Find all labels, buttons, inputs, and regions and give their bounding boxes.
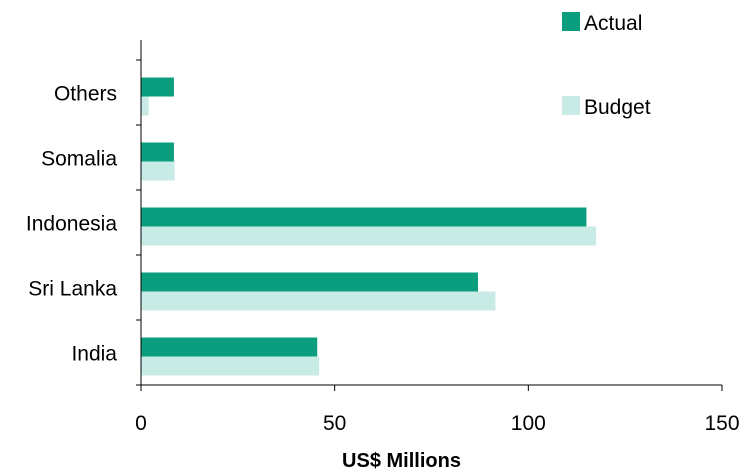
category-label-sri-lanka: Sri Lanka: [28, 278, 117, 301]
bar-actual-indonesia: [141, 207, 587, 227]
category-label-somalia: Somalia: [41, 148, 117, 171]
bar-actual-somalia: [141, 142, 174, 162]
category-label-india: India: [71, 343, 117, 366]
legend-label-budget: Budget: [584, 96, 651, 119]
x-tick-label-100: 100: [511, 412, 546, 435]
bar-budget-somalia: [141, 161, 175, 181]
x-tick-label-50: 50: [323, 412, 346, 435]
category-label-indonesia: Indonesia: [26, 213, 117, 236]
bar-actual-india: [141, 337, 318, 357]
bar-budget-india: [141, 356, 320, 376]
category-label-others: Others: [54, 83, 117, 106]
bar-budget-indonesia: [141, 226, 597, 246]
x-tick-label-0: 0: [135, 412, 147, 435]
bar-budget-others: [141, 96, 149, 116]
x-axis-title: US$ Millions: [342, 450, 461, 472]
x-tick-label-150: 150: [704, 412, 739, 435]
legend-label-actual: Actual: [584, 12, 642, 35]
bar-budget-sri-lanka: [141, 291, 496, 311]
legend-swatch-actual: [562, 12, 580, 31]
bar-actual-sri-lanka: [141, 272, 478, 292]
bar-actual-others: [141, 77, 174, 97]
legend-swatch-budget: [562, 96, 580, 115]
